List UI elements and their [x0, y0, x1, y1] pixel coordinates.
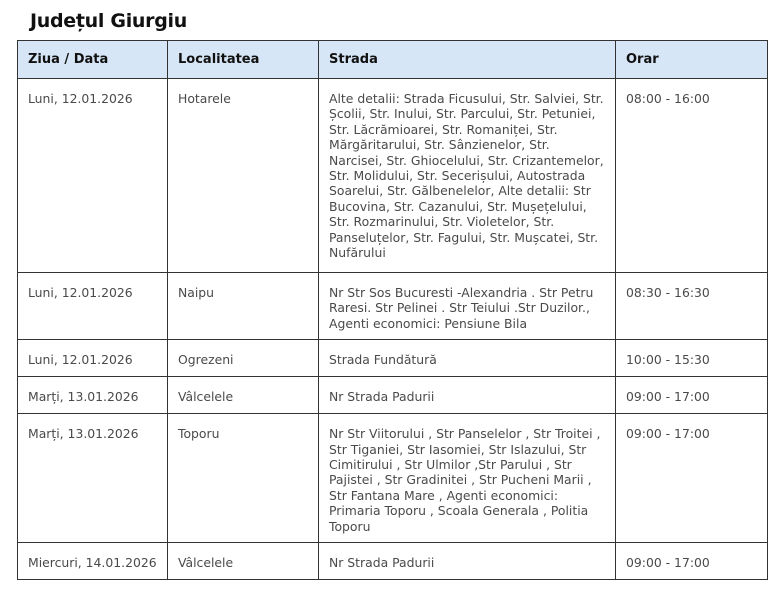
cell-date: Luni, 12.01.2026 [17, 78, 168, 273]
cell-date: Luni, 12.01.2026 [17, 271, 168, 341]
cell-hours: 08:00 - 16:00 [615, 78, 768, 273]
header-locality: Localitatea [167, 40, 319, 79]
cell-street: Strada Fundătură [318, 339, 616, 378]
table-row: Miercuri, 14.01.2026 Vâlcelele Nr Strada P… [17, 542, 768, 581]
cell-hours: 08:30 - 16:30 [615, 271, 768, 341]
cell-date: Marți, 13.01.2026 [17, 376, 168, 415]
cell-locality: Hotarele [167, 78, 319, 273]
header-street: Strada [318, 40, 616, 79]
table-row: Marți, 13.01.2026 Vâlcelele Nr Strada Padu… [17, 376, 768, 415]
cell-hours: 10:00 - 15:30 [615, 339, 768, 378]
cell-locality: Ogrezeni [167, 339, 319, 378]
schedule-table: Ziua / Data Localitatea Strada Orar Luni… [17, 40, 768, 581]
table-row: Luni, 12.01.2026 Hotarele Alte detalii: St… [17, 78, 768, 273]
cell-locality: Naipu [167, 271, 319, 341]
header-hours: Orar [615, 40, 768, 79]
table-row: Luni, 12.01.2026 Naipu Nr Str Sos Bucurest… [17, 271, 768, 341]
cell-locality: Vâlcelele [167, 376, 319, 415]
cell-street: Alte detalii: Strada Ficusului, Str. Sal… [318, 78, 616, 273]
cell-locality: Vâlcelele [167, 542, 319, 581]
cell-date: Luni, 12.01.2026 [17, 339, 168, 378]
table-row: Marți, 13.01.2026 Toporu Nr Str Viitorului… [17, 413, 768, 544]
table-row: Luni, 12.01.2026 Ogrezeni Strada Fundătură… [17, 339, 768, 378]
cell-date: Marți, 13.01.2026 [17, 413, 168, 544]
cell-street: Nr Str Viitorului , Str Panselelor , Str… [318, 413, 616, 544]
cell-locality: Toporu [167, 413, 319, 544]
cell-hours: 09:00 - 17:00 [615, 413, 768, 544]
page-title: Județul Giurgiu [30, 10, 187, 32]
cell-street: Nr Str Sos Bucuresti -Alexandria . Str P… [318, 271, 616, 341]
cell-street: Nr Strada Padurii [318, 542, 616, 581]
header-date: Ziua / Data [17, 40, 168, 79]
table-header-row: Ziua / Data Localitatea Strada Orar [17, 40, 768, 79]
cell-hours: 09:00 - 17:00 [615, 376, 768, 415]
cell-street: Nr Strada Padurii [318, 376, 616, 415]
cell-hours: 09:00 - 17:00 [615, 542, 768, 581]
cell-date: Miercuri, 14.01.2026 [17, 542, 168, 581]
